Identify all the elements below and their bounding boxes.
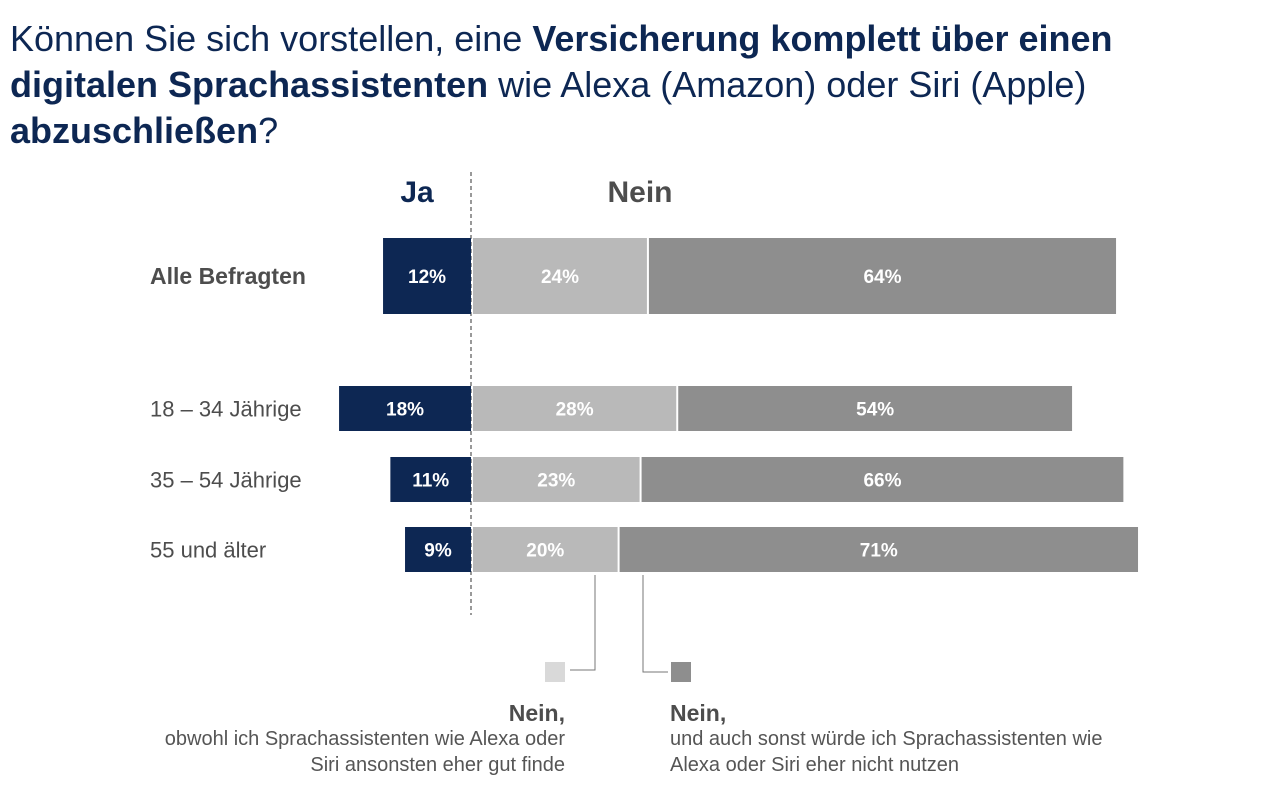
category-label: 18 – 34 Jährige	[150, 397, 302, 422]
bar-ja-label: 18%	[386, 400, 424, 421]
bar-ja	[390, 457, 471, 502]
bar-ja	[405, 527, 471, 572]
bar-nein_gut-label: 20%	[526, 541, 564, 562]
bar-nein_gut	[473, 238, 647, 314]
legend-nein-gut-head: Nein,	[508, 700, 565, 726]
title-part-1: Können Sie sich vorstellen, eine	[10, 18, 533, 59]
legend-swatch-nicht	[671, 662, 691, 682]
legend-nein-gut: Nein, obwohl ich Sprachassistenten wie A…	[160, 700, 565, 778]
bar-nein_nicht-label: 64%	[863, 267, 901, 288]
bar-nein_gut-label: 24%	[541, 267, 579, 288]
bar-nein_nicht-label: 54%	[856, 400, 894, 421]
category-label: Alle Befragten	[150, 263, 306, 289]
bar-ja	[339, 386, 471, 431]
bar-nein_nicht	[648, 238, 1117, 314]
legend-nein-nicht: Nein, und auch sonst würde ich Sprachass…	[670, 700, 1140, 778]
bar-nein_nicht	[619, 527, 1139, 572]
legend-nein-nicht-head: Nein,	[670, 700, 727, 726]
legend-swatch-gut	[545, 662, 565, 682]
title-part-4: abzuschließen	[10, 110, 259, 151]
bar-ja-label: 9%	[424, 541, 452, 562]
bar-nein_gut	[473, 386, 677, 431]
header-nein: Nein	[607, 176, 672, 209]
chart-title: Können Sie sich vorstellen, eine Versich…	[10, 16, 1270, 154]
category-label: 55 und älter	[150, 538, 266, 563]
bar-nein_gut	[473, 527, 618, 572]
legend-connector-gut	[570, 575, 596, 671]
bar-nein_nicht-label: 71%	[860, 541, 898, 562]
bar-ja-label: 11%	[412, 471, 449, 492]
bar-nein_gut-label: 28%	[556, 400, 594, 421]
bar-nein_gut-label: 23%	[537, 471, 575, 492]
bar-ja-label: 12%	[408, 267, 446, 288]
category-label: 35 – 54 Jährige	[150, 468, 302, 493]
title-part-5: ?	[258, 110, 279, 151]
bar-nein_nicht	[641, 457, 1124, 502]
title-part-3: wie Alexa (Amazon) oder Siri (Apple)	[488, 64, 1087, 105]
legend-nein-nicht-text: und auch sonst würde ich Sprachassistent…	[670, 728, 1103, 776]
title-part-2: Versicherung komplett über einen digital…	[10, 18, 1113, 105]
bar-nein_nicht-label: 66%	[863, 471, 901, 492]
legend-connector-nicht	[642, 575, 668, 673]
header-ja: Ja	[400, 176, 434, 209]
legend-nein-gut-text: obwohl ich Sprachassistenten wie Alexa o…	[164, 728, 565, 776]
bar-nein_nicht	[678, 386, 1073, 431]
bar-ja	[383, 238, 471, 314]
bar-nein_gut	[473, 457, 640, 502]
